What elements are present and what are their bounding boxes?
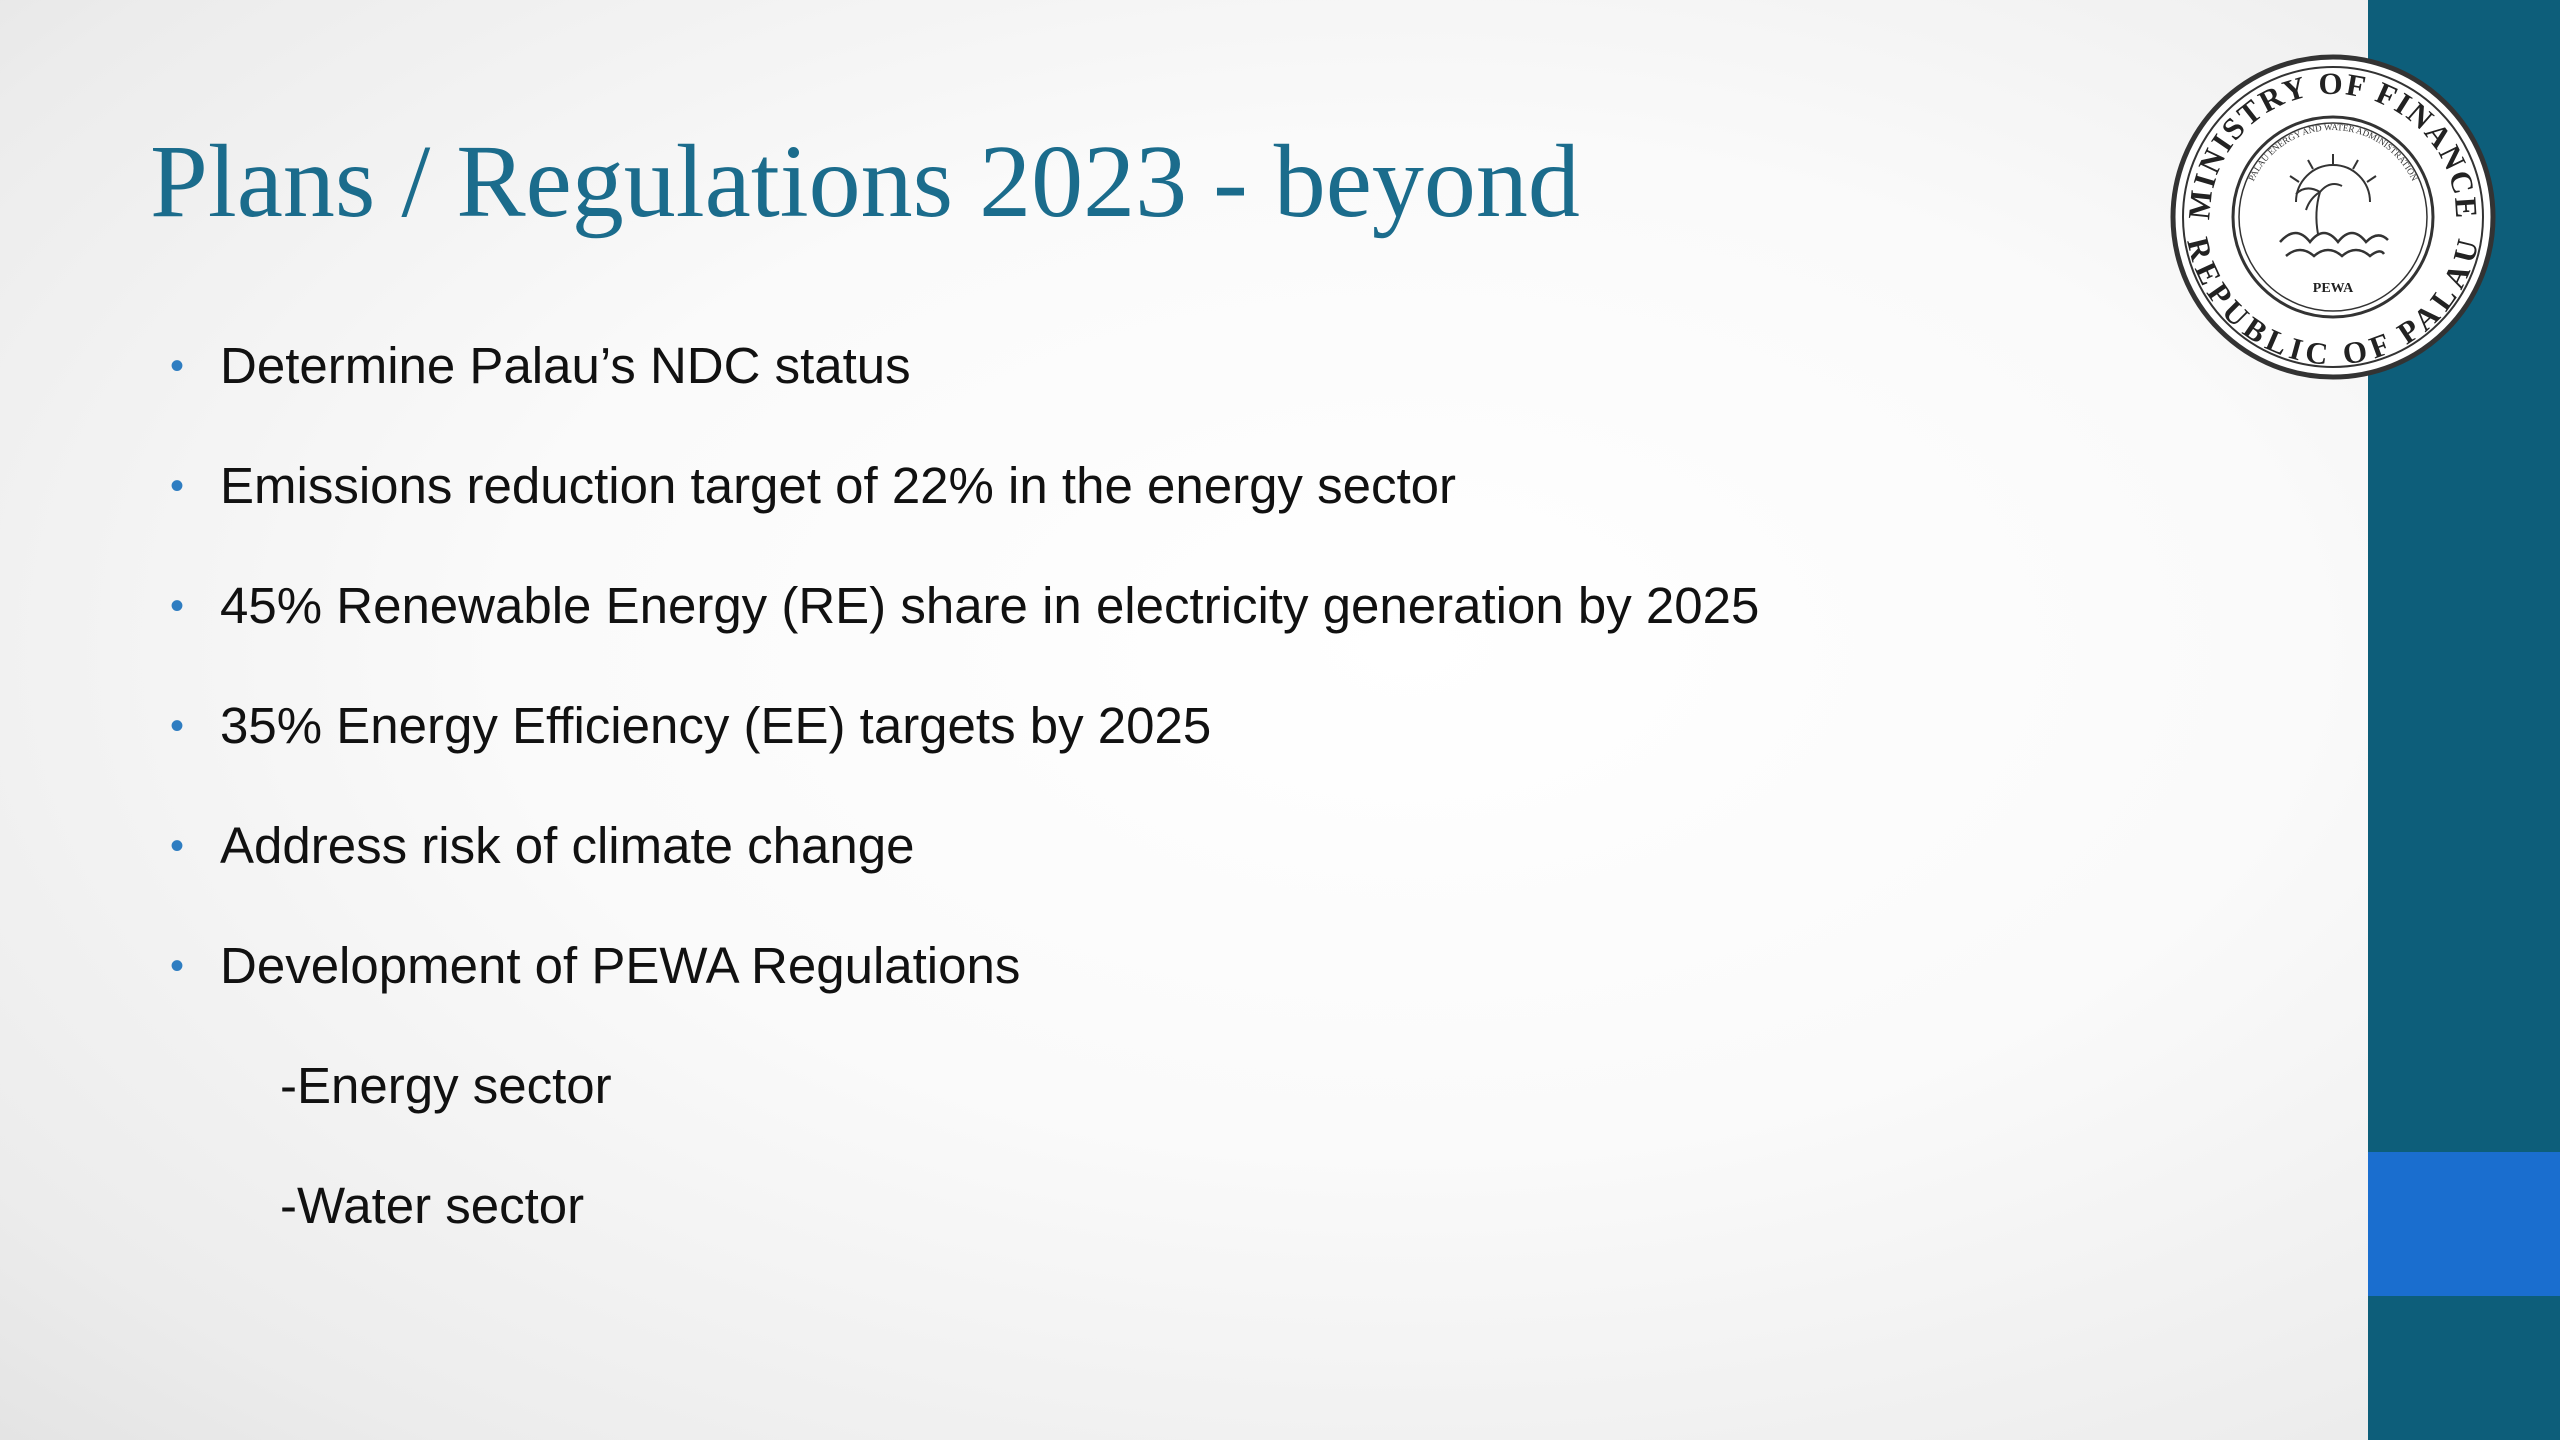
bullet-text: Determine Palau’s NDC status bbox=[220, 337, 911, 394]
bullet-text: 35% Energy Efficiency (EE) targets by 20… bbox=[220, 697, 1212, 754]
bullet-marker: • bbox=[170, 344, 185, 388]
ministry-seal-logo: MINISTRY OF FINANCE REPUBLIC OF PALAU PA… bbox=[2170, 54, 2496, 380]
right-side-accent-block bbox=[2368, 1152, 2560, 1296]
sub-item-text: -Water sector bbox=[280, 1177, 585, 1234]
seal-center-text: PEWA bbox=[2313, 281, 2354, 296]
bullet-marker: • bbox=[170, 704, 185, 748]
bullet-text: Emissions reduction target of 22% in the… bbox=[220, 457, 1456, 514]
bullet-marker: • bbox=[170, 944, 185, 988]
seal-wave-icon bbox=[2279, 231, 2389, 258]
bullet-text: Development of PEWA Regulations bbox=[220, 937, 1021, 994]
bullet-text: 45% Renewable Energy (RE) share in elect… bbox=[220, 577, 1760, 634]
seal-sun-icon bbox=[2289, 154, 2377, 203]
sub-item-text: -Energy sector bbox=[280, 1057, 612, 1114]
bullet-text: Address risk of climate change bbox=[220, 817, 915, 874]
bullet-marker: • bbox=[170, 584, 185, 628]
bullet-marker: • bbox=[170, 824, 185, 868]
bullet-marker: • bbox=[170, 464, 185, 508]
seal-palm-tree-icon bbox=[2295, 183, 2343, 235]
slide-title: Plans / Regulations 2023 - beyond bbox=[150, 124, 1580, 239]
